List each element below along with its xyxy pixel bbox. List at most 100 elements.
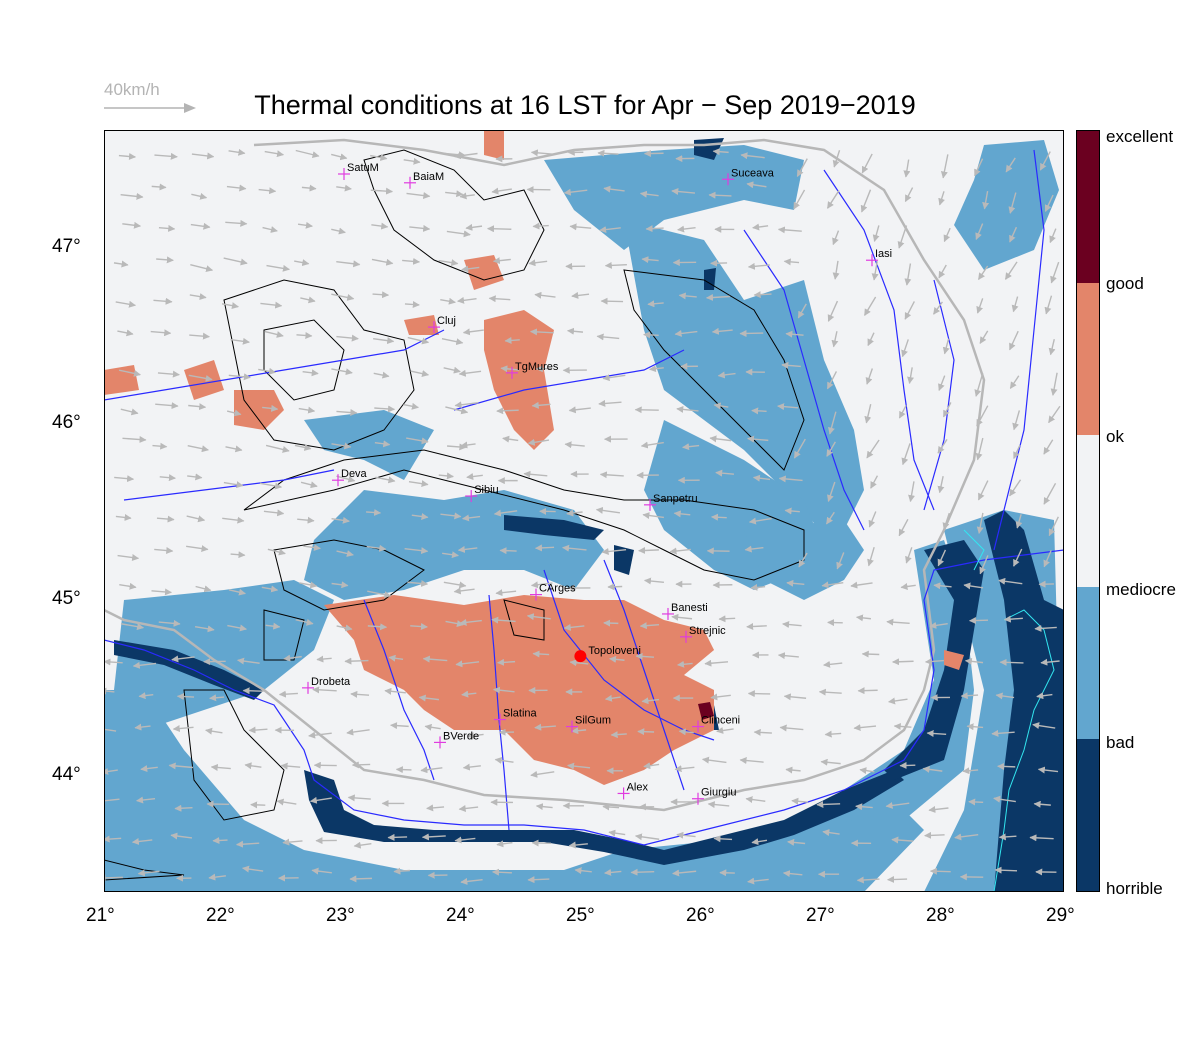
wind-arrow [186,545,209,553]
wind-arrow [300,296,316,304]
wind-arrow [901,339,909,358]
wind-arrow [465,223,483,231]
wind-arrow [856,876,880,884]
city-marker: Banesti [662,602,708,620]
city-marker: Iasi [866,248,892,267]
wind-arrow [647,300,664,308]
wind-arrow [371,258,394,266]
wind-arrow [563,623,585,631]
wind-arrow [897,225,908,249]
wind-arrow [982,191,990,210]
wind-arrow [641,697,660,705]
wind-arrow [787,838,806,846]
wind-arrow [493,509,518,517]
wind-arrow [564,441,585,449]
wind-arrow [280,762,301,770]
wind-arrow [446,230,471,238]
wind-arrow [529,328,554,336]
wind-arrow [898,405,907,419]
wind-arrow [604,694,621,702]
wind-arrow [863,296,877,317]
wind-arrow [820,758,841,766]
wind-arrow [209,694,225,702]
wind-arrow [942,512,950,530]
wind-arrow [1003,615,1023,623]
wind-arrow [929,867,951,875]
wind-arrow [156,515,175,523]
wind-arrow [832,150,841,168]
wind-arrow [523,470,548,478]
wind-arrow [459,192,475,200]
wind-arrow [459,618,482,626]
wind-arrow [777,652,799,660]
x-tick-label: 23° [326,905,355,926]
city-label: Deva [341,468,368,480]
wind-arrow [530,149,553,157]
wind-arrow [532,222,549,230]
wind-arrow [526,613,551,621]
wind-arrow [739,329,764,337]
wind-arrow [977,265,989,281]
wind-arrow [336,550,354,557]
wind-arrow [748,517,772,525]
wind-arrow [492,868,512,876]
wind-arrow [458,805,479,812]
city-label: Suceava [731,167,775,179]
wind-arrow [747,435,769,443]
wind-arrow [777,403,799,411]
wind-arrow [404,301,420,308]
wind-arrow [821,581,844,589]
city-marker: Drobeta [302,676,351,694]
wind-arrow [887,875,908,883]
wind-arrow [710,513,727,521]
wind-arrow [643,762,660,770]
wind-arrow [282,838,303,846]
country-border [104,138,986,812]
wind-arrow [566,509,583,517]
wind-arrow [782,870,803,878]
wind-arrow [351,761,371,769]
wind-arrow [716,727,734,734]
wind-arrow [752,474,771,482]
wind-arrow [422,655,448,663]
city-marker: BaiaM [404,171,444,189]
wind-arrow [189,332,210,340]
wind-arrow [940,154,949,179]
wind-arrow [886,618,910,626]
wind-arrow [867,332,875,347]
wind-arrow [406,192,431,200]
wind-arrow [228,373,251,381]
wind-arrow [344,657,369,665]
wind-arrow [225,445,243,453]
wind-arrow [599,226,621,234]
wind-arrow [1004,261,1018,280]
wind-arrow [155,402,179,410]
wind-arrow [262,226,278,233]
x-tick-label: 29° [1046,905,1075,926]
wind-arrow [443,366,461,374]
city-label: BaiaM [413,171,444,183]
wind-arrow [374,440,391,448]
wind-arrow [791,797,808,805]
highlight-city-marker [574,650,587,663]
wind-arrow [114,475,135,483]
colorbar-label: good [1106,274,1144,293]
wind-arrow [336,624,353,632]
wind-arrow [190,222,211,230]
x-tick-label: 27° [806,905,835,926]
wind-arrow [527,438,550,446]
wind-arrow [424,723,441,731]
wind-arrow [1013,548,1023,567]
wind-arrow [781,361,801,369]
wind-arrow [1048,405,1061,424]
wind-arrow [488,295,511,303]
wind-arrow [968,798,984,806]
wind-arrow [855,803,873,811]
wind-arrow [120,192,144,200]
wind-arrow [530,581,553,589]
wind-arrow [643,331,659,339]
wind-arrow [191,192,208,200]
wind-arrow [531,401,551,409]
bad-zones [104,140,1064,892]
x-tick-label: 21° [86,905,115,926]
